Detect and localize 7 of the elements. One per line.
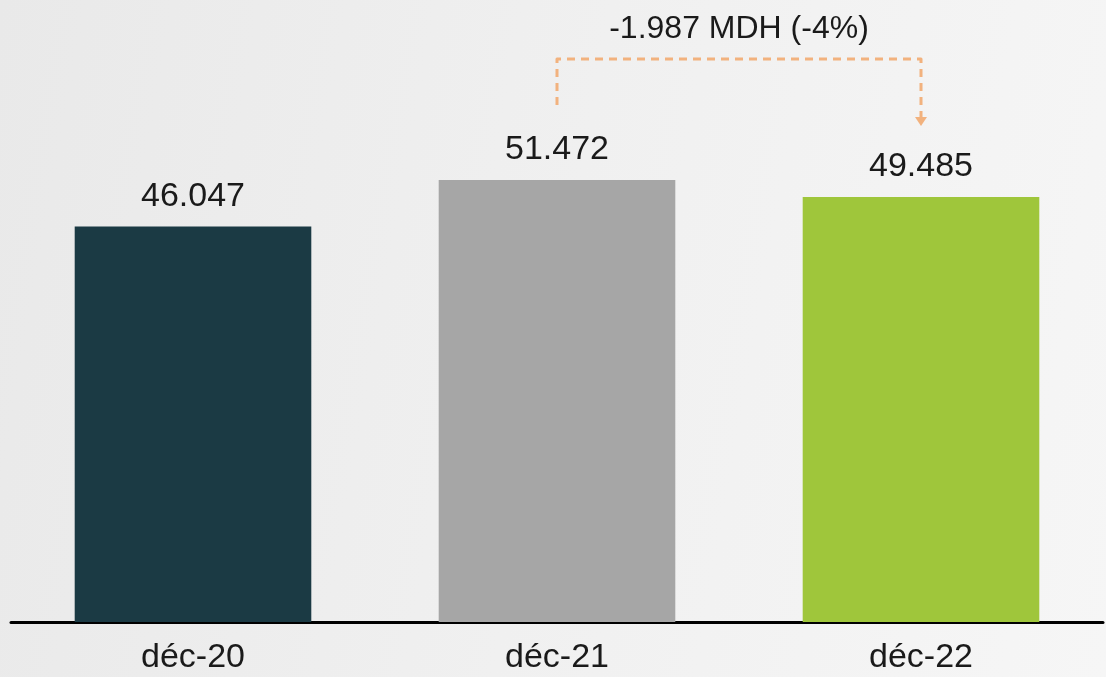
data-label: 51.472 — [505, 128, 609, 166]
x-tick-label: déc-21 — [505, 636, 609, 674]
x-tick-label: déc-22 — [869, 636, 973, 674]
text: -1.987 MDH (-4%) — [609, 9, 869, 45]
data-label: 49.485 — [869, 145, 973, 184]
data-label: 46.047 — [141, 174, 245, 213]
x-tick-label: déc-20 — [141, 636, 245, 674]
